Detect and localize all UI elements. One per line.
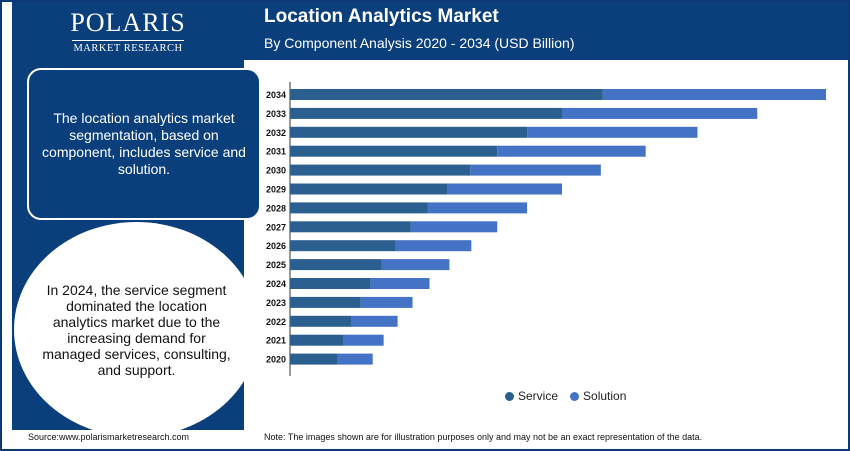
tick-label: 2033 <box>266 109 286 119</box>
tick-label: 2029 <box>266 185 286 195</box>
bar-solution-2023 <box>360 296 413 308</box>
bar-service-2027 <box>290 221 411 233</box>
brand-name: POLARIS <box>70 8 186 37</box>
info-circle: In 2024, the service segment dominated t… <box>14 222 259 437</box>
bar-solution-2030 <box>470 164 601 176</box>
bar-service-2026 <box>290 240 396 252</box>
logo: POLARIS MARKET RESEARCH <box>12 8 244 54</box>
tick-label: 2028 <box>266 203 286 213</box>
bar-service-2021 <box>290 334 344 346</box>
bar-solution-2028 <box>427 202 528 214</box>
tick-label: 2020 <box>266 355 286 365</box>
tick-label: 2023 <box>266 298 286 308</box>
bar-service-2020 <box>290 353 338 365</box>
bar-solution-2026 <box>395 240 472 252</box>
tick-label: 2034 <box>266 90 286 100</box>
note: Note: The images shown are for illustrat… <box>264 432 703 442</box>
legend-service: Service <box>505 389 558 403</box>
brand-tagline: MARKET RESEARCH <box>73 43 183 54</box>
tick-label: 2022 <box>266 317 286 327</box>
bar-service-2030 <box>290 164 471 176</box>
bar-solution-2021 <box>343 334 384 346</box>
bar-service-2033 <box>290 107 562 119</box>
tick-label: 2031 <box>266 147 286 157</box>
tick-label: 2021 <box>266 336 286 346</box>
bar-solution-2020 <box>337 353 373 365</box>
bar-solution-2033 <box>561 107 758 119</box>
bar-solution-2034 <box>602 89 827 100</box>
tick-label: 2024 <box>266 279 286 289</box>
bar-service-2034 <box>290 89 603 100</box>
tick-label: 2027 <box>266 222 286 232</box>
bar-service-2023 <box>290 296 361 308</box>
header-bar <box>244 2 848 60</box>
bar-service-2024 <box>290 278 371 289</box>
tick-label: 2026 <box>266 241 286 251</box>
divider <box>72 40 184 41</box>
bar-solution-2024 <box>370 278 430 289</box>
bar-service-2028 <box>290 202 428 214</box>
info-box: The location analytics market segmentati… <box>27 68 261 220</box>
bar-service-2031 <box>290 145 498 157</box>
bar-service-2022 <box>290 315 352 327</box>
bar-solution-2025 <box>381 259 450 271</box>
bar-solution-2029 <box>447 183 562 195</box>
tick-label: 2032 <box>266 128 286 138</box>
page-title: Location Analytics Market <box>264 6 499 27</box>
bar-service-2029 <box>290 183 448 195</box>
bar-solution-2032 <box>527 126 698 138</box>
bar-chart: 2034 2033 2032 2031 2030 2029 2028 2027 2026 2025… <box>266 82 827 376</box>
source: Source:www.polarismarketresearch.com <box>28 432 190 442</box>
page-subtitle: By Component Analysis 2020 - 2034 (USD B… <box>264 35 575 51</box>
tick-label: 2030 <box>266 166 286 176</box>
legend: Service Solution <box>505 389 626 403</box>
bar-service-2025 <box>290 259 382 271</box>
bar-service-2032 <box>290 126 528 138</box>
bar-solution-2022 <box>351 315 398 327</box>
tick-label: 2025 <box>266 260 286 270</box>
legend-solution: Solution <box>570 389 626 403</box>
bar-solution-2031 <box>497 145 646 157</box>
bar-solution-2027 <box>410 221 498 233</box>
